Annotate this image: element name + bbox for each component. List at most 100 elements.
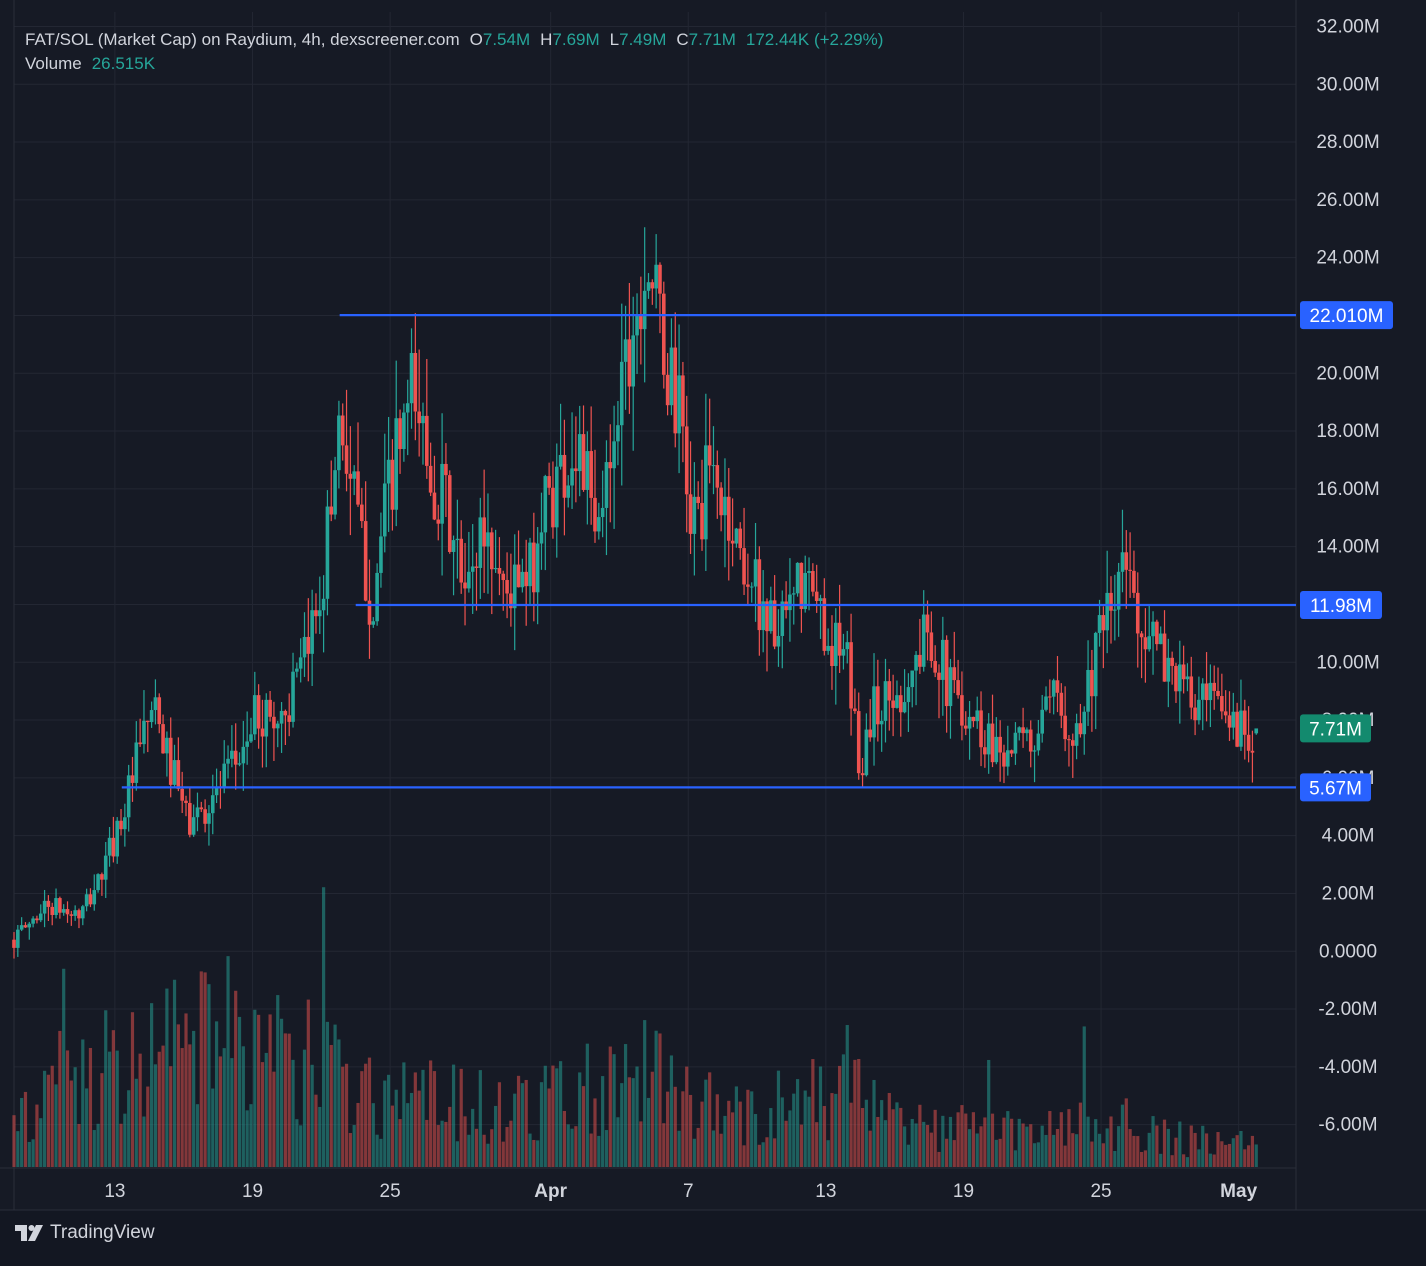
level-price-badge-bg[interactable]: [1300, 301, 1393, 330]
legend-volume-row: Volume 26.515K: [25, 52, 883, 76]
candle-body: [830, 645, 834, 667]
volume-bar: [199, 971, 203, 1167]
candle-body: [1239, 710, 1243, 747]
volume-bar: [971, 1112, 975, 1167]
volume-bar: [696, 1127, 700, 1167]
volume-bar: [528, 1133, 532, 1167]
volume-bar: [172, 979, 177, 1167]
candle-body: [463, 582, 467, 589]
volume-bar: [742, 1145, 746, 1167]
candle-body: [1250, 750, 1255, 753]
y-axis-tick-label: 20.00M: [1316, 363, 1379, 384]
volume-bar: [1078, 1102, 1083, 1167]
candle-body: [654, 264, 658, 289]
candle-body: [665, 374, 670, 406]
volume-bar: [188, 1044, 192, 1167]
volume-bar: [692, 1138, 696, 1167]
volume-bar: [887, 1092, 891, 1167]
candle-body: [1189, 676, 1194, 708]
volume-bar: [12, 1115, 16, 1167]
volume-bar: [20, 1097, 24, 1167]
volume-bar: [1250, 1135, 1255, 1167]
candle-body: [501, 573, 506, 581]
x-axis-tick-label: 13: [815, 1181, 836, 1202]
volume-bar: [555, 1068, 559, 1167]
candle-body: [619, 361, 624, 426]
candle-body: [1097, 615, 1102, 633]
candle-body: [340, 415, 345, 446]
candle-body: [356, 471, 360, 505]
volume-bar: [375, 1134, 379, 1167]
y-axis-tick-label: 4.00M: [1322, 826, 1375, 847]
candle-body: [298, 657, 303, 669]
last-price-badge-bg[interactable]: [1300, 714, 1371, 743]
candle-body: [635, 314, 639, 336]
volume-bar: [933, 1109, 937, 1167]
candle-body: [176, 760, 181, 789]
candle-body: [295, 668, 299, 672]
tradingview-branding[interactable]: TradingView: [14, 1222, 155, 1244]
candle-body: [749, 586, 754, 588]
volume-bar: [96, 1123, 100, 1167]
volume-bar: [153, 1064, 158, 1167]
candle-body: [1220, 696, 1224, 712]
volume-bar: [547, 1088, 551, 1167]
volume-bar: [509, 1120, 513, 1167]
close-label: C: [676, 30, 689, 49]
candle-body: [321, 598, 326, 611]
volume-bar: [914, 1123, 918, 1167]
volume-bar: [409, 1092, 414, 1167]
volume-bar: [589, 1133, 593, 1167]
candle-body: [650, 282, 655, 289]
volume-bar: [658, 1033, 662, 1167]
candle-body: [554, 466, 559, 528]
candle-body: [1105, 592, 1109, 631]
volume-bar: [463, 1116, 467, 1167]
candle-body: [677, 375, 681, 434]
volume-bar: [245, 1110, 249, 1167]
level-price-badge-bg[interactable]: [1300, 773, 1371, 802]
volume-bar: [501, 1141, 505, 1167]
volume-bar: [536, 1140, 540, 1167]
candle-body: [1113, 609, 1117, 611]
volume-bar: [623, 1044, 628, 1167]
candle-body: [1082, 711, 1087, 735]
candle-body: [352, 471, 356, 479]
volume-value: 26.515K: [91, 54, 156, 73]
volume-bar: [421, 1069, 425, 1167]
volume-bar: [390, 1105, 395, 1167]
level-price-badge-bg[interactable]: [1300, 591, 1382, 620]
candle-body: [1013, 732, 1018, 754]
open-label: O: [469, 30, 483, 49]
candle-body: [241, 746, 246, 764]
candle-body: [195, 807, 200, 818]
volume-bar: [1247, 1145, 1251, 1167]
candle-body: [470, 566, 475, 572]
candle-body: [612, 441, 616, 469]
volume-bar: [570, 1128, 574, 1167]
candle-body: [1147, 636, 1152, 650]
candle-body: [153, 697, 158, 711]
candle-body: [50, 906, 55, 915]
y-axis-tick-label: -6.00M: [1318, 1115, 1377, 1136]
candle-body: [895, 695, 899, 708]
volume-bar: [333, 1024, 337, 1167]
volume-bar: [834, 1093, 838, 1167]
volume-bar: [727, 1100, 731, 1167]
candle-body: [1185, 676, 1190, 680]
candle-body: [77, 910, 81, 919]
volume-bar: [994, 1139, 998, 1167]
volume-bar: [356, 1102, 360, 1167]
volume-bar: [58, 1030, 62, 1167]
volume-bar: [1254, 1144, 1258, 1167]
x-axis-tick-label: 25: [1090, 1181, 1111, 1202]
candle-body: [780, 601, 785, 636]
volume-bar: [337, 1039, 341, 1167]
volume-bar: [146, 1086, 150, 1167]
volume-bar: [54, 1084, 58, 1167]
volume-bar: [818, 1066, 823, 1167]
volume-bar: [295, 1119, 299, 1167]
candle-body: [642, 290, 647, 330]
